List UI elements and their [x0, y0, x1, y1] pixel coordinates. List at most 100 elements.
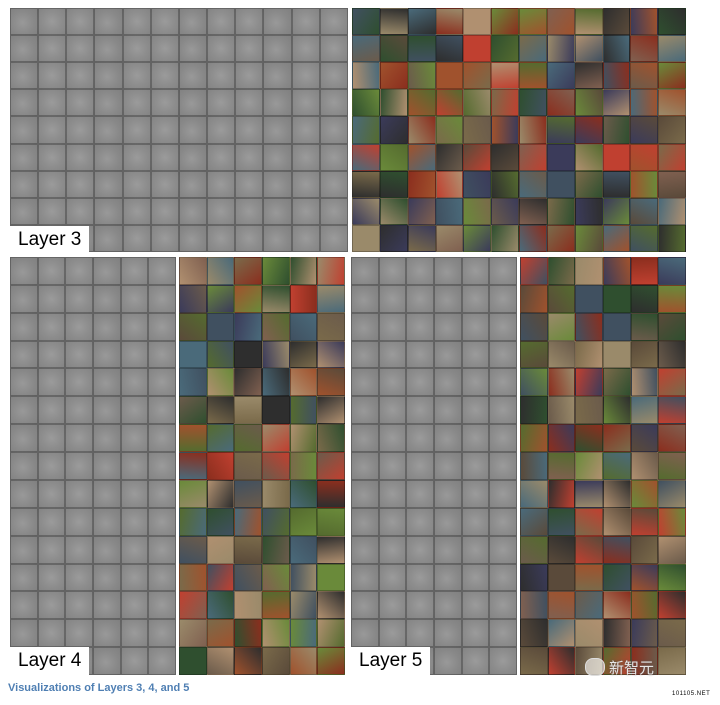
image-patch-tile: [289, 535, 318, 564]
image-patch-tile: [352, 197, 380, 225]
filter-tile: [489, 257, 517, 285]
image-patch-tile: [234, 507, 262, 536]
image-patch-tile: [602, 8, 631, 36]
filter-tile: [37, 507, 66, 536]
filter-tile: [10, 312, 38, 341]
image-patch-tile: [317, 647, 345, 675]
image-patch-tile: [463, 170, 492, 198]
image-patch-tile: [261, 619, 290, 648]
image-patch-tile: [407, 197, 436, 225]
image-patch-tile: [602, 563, 631, 592]
image-patch-tile: [179, 619, 207, 648]
filter-tile: [461, 452, 490, 480]
image-patch-tile: [234, 452, 262, 480]
filter-tile: [461, 647, 490, 675]
image-patch-tile: [491, 89, 519, 117]
filter-tile: [38, 143, 67, 171]
filter-tile: [207, 62, 236, 90]
filter-tile: [378, 507, 407, 536]
filter-tile: [263, 8, 292, 36]
image-patch-tile: [463, 35, 492, 63]
filter-tile: [148, 535, 176, 564]
filter-tile: [10, 170, 39, 198]
filter-tile: [378, 340, 407, 369]
image-patch-tile: [630, 312, 659, 341]
image-patch-tile: [179, 396, 207, 425]
image-patch-tile: [630, 257, 659, 285]
image-patch-tile: [179, 535, 207, 564]
filter-tile: [178, 197, 208, 225]
filter-tile: [406, 424, 434, 453]
image-patch-tile: [574, 8, 603, 36]
filter-tile: [461, 591, 490, 620]
image-patch-tile: [491, 143, 519, 171]
layer3-filter-panel: [10, 8, 348, 252]
image-patch-tile: [261, 340, 290, 369]
filter-tile: [461, 368, 490, 397]
image-patch-tile: [519, 35, 547, 63]
image-patch-tile: [630, 224, 659, 252]
image-patch-tile: [602, 257, 631, 285]
image-patch-tile: [407, 224, 436, 252]
image-patch-tile: [289, 591, 318, 620]
filter-tile: [10, 591, 38, 620]
image-patch-tile: [379, 116, 408, 144]
filter-tile: [94, 8, 123, 36]
image-patch-tile: [546, 143, 575, 171]
filter-tile: [406, 507, 434, 536]
image-patch-tile: [435, 8, 464, 36]
filter-tile: [378, 452, 407, 480]
filter-tile: [94, 35, 123, 63]
filter-tile: [319, 197, 348, 225]
image-patch-tile: [658, 116, 686, 144]
image-patch-tile: [547, 535, 576, 564]
image-patch-tile: [547, 452, 576, 480]
filter-tile: [120, 479, 149, 508]
image-patch-tile: [234, 368, 262, 397]
image-patch-tile: [658, 452, 686, 480]
image-patch-tile: [206, 340, 235, 369]
image-patch-tile: [547, 619, 576, 648]
layer5-image-panel: [520, 257, 686, 675]
layer5-filter-grid: [351, 257, 517, 675]
image-patch-tile: [206, 647, 235, 675]
image-patch-tile: [658, 312, 686, 341]
filter-tile: [378, 619, 407, 648]
filter-tile: [148, 312, 176, 341]
image-patch-tile: [658, 507, 686, 536]
image-patch-tile: [575, 340, 603, 369]
filter-tile: [263, 170, 292, 198]
image-patch-tile: [379, 8, 408, 36]
filter-tile: [120, 340, 149, 369]
image-patch-tile: [519, 224, 547, 252]
image-patch-tile: [658, 257, 686, 285]
filter-tile: [178, 116, 208, 144]
image-patch-tile: [317, 396, 345, 425]
filter-tile: [461, 535, 490, 564]
filter-tile: [406, 396, 434, 425]
filter-tile: [433, 396, 462, 425]
image-patch-tile: [520, 647, 548, 675]
image-patch-tile: [352, 170, 380, 198]
image-patch-tile: [602, 396, 631, 425]
image-patch-tile: [289, 368, 318, 397]
image-patch-tile: [463, 8, 492, 36]
image-patch-tile: [206, 591, 235, 620]
filter-tile: [235, 116, 264, 144]
image-patch-tile: [520, 257, 548, 285]
image-patch-tile: [519, 116, 547, 144]
image-patch-tile: [261, 257, 290, 285]
filter-tile: [37, 591, 66, 620]
filter-tile: [489, 368, 517, 397]
filter-tile: [406, 284, 434, 313]
filter-tile: [291, 143, 320, 171]
image-patch-tile: [206, 535, 235, 564]
filter-tile: [66, 197, 95, 225]
filter-tile: [207, 35, 236, 63]
image-patch-tile: [234, 340, 262, 369]
filter-tile: [178, 224, 208, 252]
filter-tile: [319, 89, 348, 117]
image-patch-tile: [379, 35, 408, 63]
image-patch-tile: [463, 197, 492, 225]
filter-tile: [65, 424, 93, 453]
